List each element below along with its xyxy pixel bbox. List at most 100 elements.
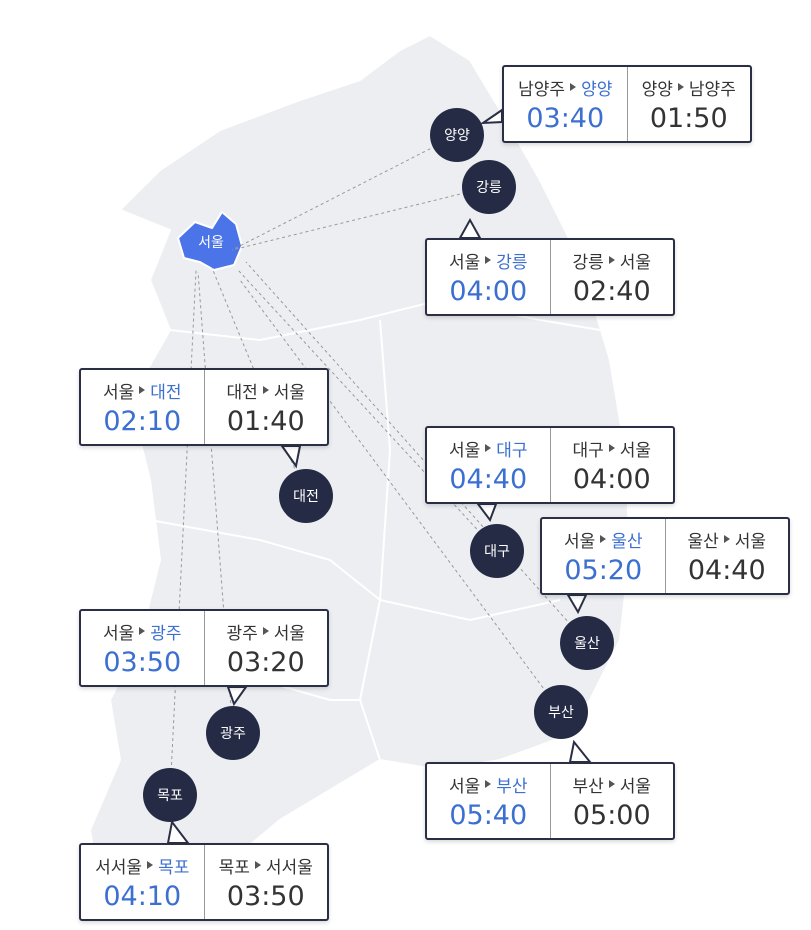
route-to: 대전 [150, 382, 182, 403]
city-label: 광주 [220, 726, 246, 742]
route-column: 양양 남양주 01:50 [626, 67, 751, 141]
route-link [231, 134, 458, 251]
route-column: 강릉 서울 02:40 [549, 240, 674, 314]
route-label: 대전 서울 [226, 378, 305, 403]
route-to: 서서울 [265, 857, 313, 878]
route-column: 서울 대구 04:40 [427, 428, 550, 502]
route-to: 광주 [150, 623, 182, 644]
route-arrow [723, 535, 730, 543]
city-label: 대전 [293, 489, 319, 505]
city-node [470, 524, 524, 578]
route-box: 서서울 목포 04:10 목포 서서울 03:50 [79, 843, 329, 921]
route-box: 남양주 양양 03:40 양양 남양주 01:50 [502, 65, 752, 143]
travel-time: 04:00 [449, 275, 528, 307]
route-arrow [485, 256, 492, 264]
route-column: 울산 서울 04:40 [664, 519, 789, 593]
route-from: 대전 [226, 382, 258, 403]
route-link [197, 271, 234, 734]
route-arrow [608, 256, 615, 264]
route-arrow [485, 780, 492, 788]
route-column: 목포 서서울 03:50 [203, 845, 328, 919]
city-node [462, 160, 516, 214]
route-label: 서울 대구 [449, 436, 528, 461]
route-link [231, 186, 490, 251]
route-arrow [608, 780, 615, 788]
route-label: 서울 강릉 [449, 248, 528, 273]
route-box: 서울 대전 02:10 대전 서울 01:40 [79, 368, 329, 446]
route-from: 양양 [641, 79, 673, 100]
travel-time: 04:40 [449, 463, 528, 495]
route-column: 서서울 목포 04:10 [81, 845, 204, 919]
route-to: 서울 [619, 252, 652, 273]
route-label: 서울 부산 [449, 772, 528, 797]
city-node [143, 768, 197, 822]
city-node [279, 469, 333, 523]
route-from: 부산 [572, 776, 604, 797]
route-column: 광주 서울 03:20 [203, 611, 328, 685]
route-from: 서울 [102, 623, 135, 644]
route-column: 서울 강릉 04:00 [427, 240, 550, 314]
route-from: 대구 [572, 440, 604, 461]
origin-label: 서울 [198, 235, 224, 251]
route-link [245, 261, 588, 644]
route-label: 서울 광주 [103, 619, 182, 644]
route-from: 서울 [563, 531, 596, 552]
route-label: 서울 울산 [564, 527, 643, 552]
travel-time: 04:00 [572, 463, 651, 495]
city-node [560, 616, 614, 670]
route-from: 울산 [687, 531, 719, 552]
route-link [237, 269, 498, 552]
travel-time: 01:40 [226, 405, 305, 437]
route-column: 대구 서울 04:00 [549, 428, 674, 502]
travel-time: 01:50 [649, 102, 728, 134]
route-to: 울산 [611, 531, 643, 552]
travel-time: 03:40 [526, 102, 605, 134]
route-arrow [139, 386, 146, 394]
route-to: 서울 [273, 623, 306, 644]
travel-time: 02:10 [103, 405, 182, 437]
route-to: 대구 [496, 440, 528, 461]
box-tail [280, 445, 302, 469]
box-tail [568, 739, 593, 763]
travel-time: 03:20 [226, 646, 305, 678]
route-box: 서울 광주 03:50 광주 서울 03:20 [79, 609, 329, 687]
route-arrow [147, 861, 154, 869]
route-arrow [608, 444, 615, 452]
city-label: 울산 [574, 636, 600, 652]
route-arrow [485, 444, 492, 452]
route-label: 대구 서울 [572, 436, 651, 461]
route-column: 대전 서울 01:40 [203, 370, 328, 444]
route-label: 남양주 양양 [518, 75, 612, 100]
route-to: 서울 [619, 440, 652, 461]
travel-time: 05:20 [564, 554, 643, 586]
route-from: 서울 [448, 440, 481, 461]
route-to: 양양 [581, 79, 613, 100]
route-column: 남양주 양양 03:40 [504, 67, 627, 141]
route-arrow [600, 535, 607, 543]
route-to: 목포 [158, 857, 190, 878]
route-from: 남양주 [518, 79, 566, 100]
route-arrow [570, 83, 577, 91]
travel-time: 05:40 [449, 799, 528, 831]
route-from: 서울 [102, 382, 135, 403]
city-node [534, 685, 588, 739]
route-column: 서울 대전 02:10 [81, 370, 204, 444]
region-border [149, 519, 561, 622]
box-tail [476, 503, 498, 523]
route-from: 서울 [448, 252, 481, 273]
city-label: 대구 [484, 544, 510, 560]
route-label: 부산 서울 [572, 772, 651, 797]
route-arrow [254, 861, 261, 869]
travel-time: 03:50 [226, 880, 305, 912]
seoul-shape [176, 210, 244, 272]
route-label: 양양 남양주 [642, 75, 736, 100]
route-from: 강릉 [572, 252, 604, 273]
route-to: 서울 [734, 531, 767, 552]
box-tail [566, 594, 588, 615]
route-box: 서울 울산 05:20 울산 서울 04:40 [540, 517, 790, 595]
route-to: 남양주 [688, 79, 736, 100]
route-from: 서서울 [95, 857, 143, 878]
route-from: 광주 [226, 623, 258, 644]
route-from: 목포 [218, 857, 250, 878]
